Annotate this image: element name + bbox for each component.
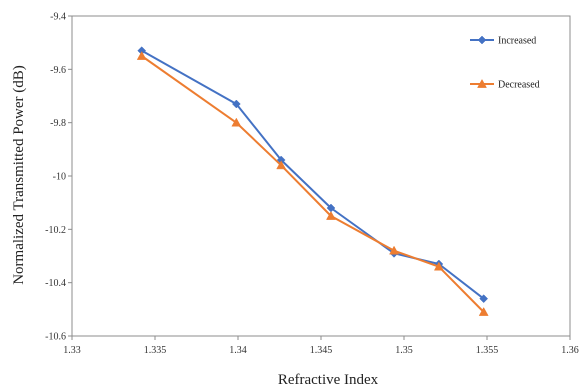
increased-data-point [231, 99, 241, 109]
decreased-data-point [231, 117, 242, 127]
decreased-data-point [478, 306, 489, 316]
plot-frame [71, 15, 571, 337]
chart-axes [71, 15, 571, 337]
decreased-data-point [136, 50, 147, 60]
x-tick-label: 1.34 [229, 345, 247, 356]
decreased-data-point [389, 245, 399, 255]
legend-label-increased: Increased [498, 36, 536, 47]
y-tick-label: -10.6 [45, 332, 66, 343]
decreased-series-line [141, 55, 485, 313]
increased-series-line [141, 49, 485, 300]
increased-data-point [479, 294, 489, 304]
decreased-data-point [326, 210, 336, 220]
y-tick-label: -9.4 [50, 12, 66, 23]
x-tick-label: 1.33 [63, 345, 81, 356]
y-tick-label: -9.6 [50, 65, 66, 76]
chart-legend: Increased Decreased [470, 36, 540, 91]
x-tick-label: 1.335 [144, 345, 167, 356]
y-tick-label: -9.8 [50, 118, 66, 129]
legend-marker-decreased [477, 78, 487, 88]
legend-marker-increased [477, 35, 487, 45]
x-tick-label: 1.35 [395, 345, 413, 356]
y-tick-label: -10 [53, 172, 66, 183]
decreased-data-point [433, 261, 444, 271]
y-axis-title: Normalized Transmitted Power (dB) [11, 65, 27, 285]
x-tick-label: 1.345 [310, 345, 333, 356]
x-axis-title: Refractive Index [278, 372, 379, 388]
legend-label-decreased: Decreased [498, 80, 540, 91]
x-tick-label: 1.36 [561, 345, 579, 356]
y-tick-label: -10.2 [45, 225, 66, 236]
y-tick-label: -10.4 [45, 278, 66, 289]
chart-series [136, 46, 489, 316]
chart-ticks: 1.33 1.335 1.34 1.345 1.35 1.355 1.36 -9.4 -9.6 -… [45, 12, 579, 357]
decreased-data-point [276, 160, 287, 170]
x-tick-label: 1.355 [476, 345, 499, 356]
